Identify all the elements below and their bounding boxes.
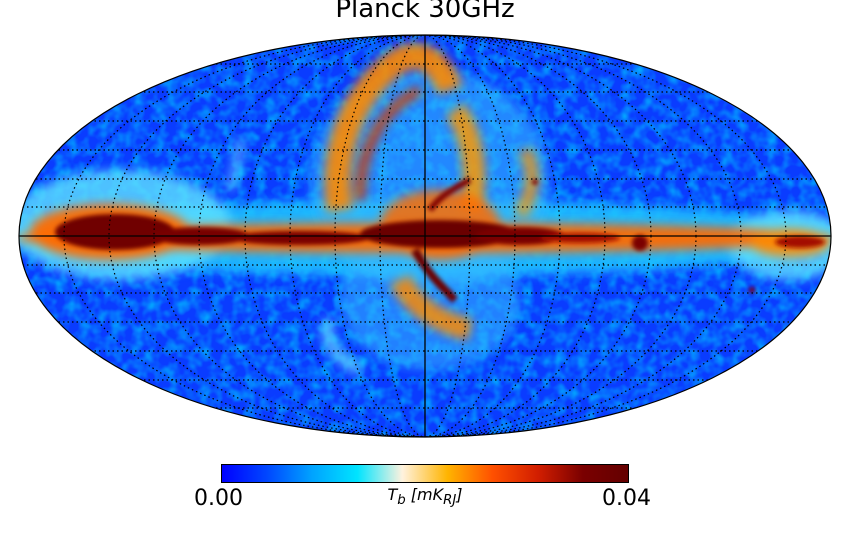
colorbar-min-label: 0.00 [194,486,243,511]
central-axes [19,35,831,437]
colorbar-max-label: 0.04 [602,486,651,511]
unit-symbol-sub: b [397,493,406,509]
unit-symbol: T [387,485,398,504]
unit-bracket-open: [ [405,485,418,504]
map-title: Planck 30GHz [335,0,515,24]
colorbar-unit-label: Tb [mKRJ] [0,485,850,508]
colorbar [221,464,629,483]
unit-main-sub: RJ [443,493,457,509]
unit-main: mK [417,485,444,504]
unit-bracket-close: ] [456,485,463,504]
map-border [18,34,832,438]
